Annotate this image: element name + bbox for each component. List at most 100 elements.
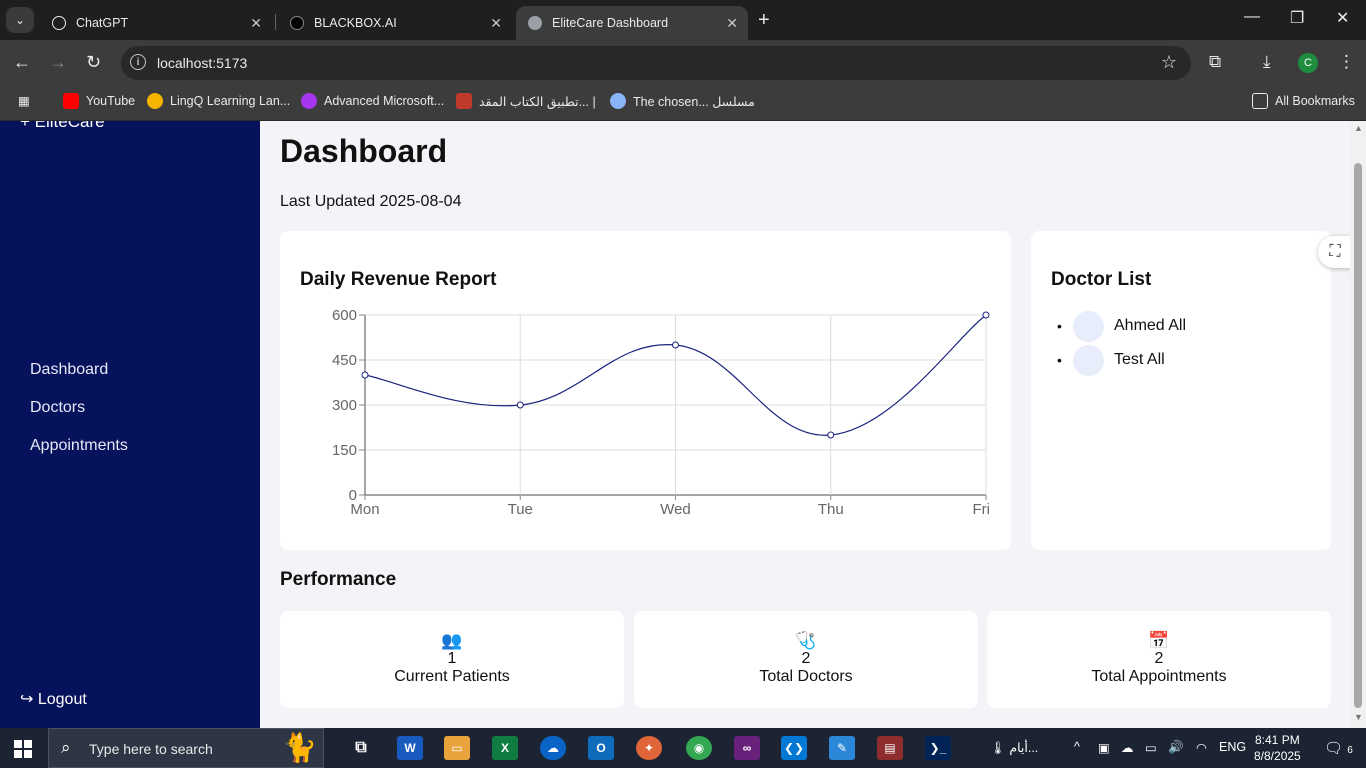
volume-icon[interactable]: 🔊 — [1168, 740, 1184, 754]
winrar-icon[interactable]: ▤ — [877, 736, 903, 760]
screenshot-capture-icon[interactable]: ⛶ — [1318, 236, 1352, 268]
revenue-data-point — [982, 311, 990, 319]
x-tick-label: Tue — [508, 501, 533, 518]
back-button[interactable]: ← — [13, 52, 31, 72]
scroll-down-arrow-icon[interactable]: ▼ — [1354, 712, 1363, 722]
sidebar-item-dashboard[interactable]: Dashboard — [30, 361, 109, 378]
bookmark-youtube[interactable]: YouTube — [63, 93, 135, 109]
stat-card-current-patients: 👥 1 Current Patients — [280, 611, 624, 708]
doctor-list-item[interactable]: Test All — [1057, 343, 1186, 377]
outlook-icon[interactable]: O — [588, 736, 614, 760]
profile-avatar[interactable]: C — [1298, 53, 1318, 73]
vscode-icon[interactable]: ❮❯ — [781, 736, 807, 760]
tab-search-button[interactable]: ⌄ — [6, 7, 34, 33]
stat-card-total-doctors: 🩺 2 Total Doctors — [634, 611, 978, 708]
windows-start-button[interactable] — [14, 740, 32, 758]
scroll-up-arrow-icon[interactable]: ▲ — [1354, 123, 1363, 133]
system-clock[interactable]: 8:41 PM 8/8/2025 — [1254, 732, 1301, 764]
y-tick-label: 450 — [332, 352, 357, 369]
youtube-icon — [63, 93, 79, 109]
x-tick-label: Wed — [660, 501, 691, 518]
sidebar-item-doctors[interactable]: Doctors — [30, 399, 86, 416]
tab-divider — [275, 14, 276, 30]
bookmarks-bar: ▦ YouTube LingQ Learning Lan... Advanced… — [0, 86, 1366, 121]
onedrive-icon[interactable]: ☁ — [540, 736, 566, 760]
battery-icon[interactable]: ▭ — [1145, 741, 1157, 755]
revenue-data-point — [672, 341, 679, 349]
doctor-list-title: Doctor List — [1051, 269, 1152, 290]
chatgpt-icon — [52, 16, 66, 30]
page-scrollbar[interactable]: ▲ ▼ — [1350, 121, 1366, 728]
performance-title: Performance — [280, 569, 397, 590]
tab-blackbox[interactable]: BLACKBOX.AI ✕ — [278, 6, 512, 40]
bookmark-label: تطبيق الكتاب المقد... | — [479, 94, 596, 109]
new-tab-button[interactable]: + — [758, 9, 770, 31]
search-icon: ⌕ — [61, 738, 71, 757]
page-title: Dashboard — [280, 133, 448, 169]
wifi-icon[interactable]: ◠ — [1196, 741, 1207, 755]
bookmark-bible-app[interactable]: تطبيق الكتاب المقد... | — [456, 93, 596, 109]
all-bookmarks-folder[interactable]: All Bookmarks — [1252, 93, 1355, 109]
close-icon[interactable]: ✕ — [726, 15, 738, 31]
show-hidden-icons-chevron-icon[interactable]: ^ — [1074, 740, 1080, 754]
sidebar-item-appointments[interactable]: Appointments — [30, 437, 128, 454]
y-tick-label: 300 — [332, 397, 357, 414]
close-icon[interactable]: ✕ — [250, 15, 262, 31]
restore-button[interactable]: ❐ — [1290, 10, 1305, 27]
extensions-icon[interactable]: ⧉ — [1209, 52, 1222, 71]
excel-icon[interactable]: X — [492, 736, 518, 760]
y-tick-label: 600 — [332, 307, 357, 324]
url-text[interactable]: localhost:5173 — [157, 55, 248, 71]
visual-studio-icon[interactable]: ∞ — [734, 736, 760, 760]
tab-chatgpt[interactable]: ChatGPT ✕ — [40, 6, 272, 40]
main-content: Dashboard Last Updated 2025-08-04 Daily … — [260, 121, 1350, 728]
bookmark-advanced-microsoft[interactable]: Advanced Microsoft... — [301, 93, 444, 109]
bookmark-star-icon[interactable]: ☆ — [1160, 52, 1177, 72]
clock-time: 8:41 PM — [1255, 733, 1300, 747]
last-updated: Last Updated 2025-08-04 — [280, 193, 462, 210]
minimize-button[interactable]: — — [1244, 8, 1260, 25]
meet-now-icon[interactable]: ▣ — [1098, 741, 1110, 755]
weather-widget[interactable]: 🌡 أيام... — [990, 740, 1038, 756]
copilot-icon[interactable]: ✦ — [636, 736, 662, 760]
brand-logo[interactable]: + EliteCare — [20, 121, 105, 131]
doctor-name: Ahmed All — [1114, 317, 1187, 334]
search-highlight-cat-icon: 🐈 — [282, 732, 317, 763]
address-bar[interactable]: i localhost:5173 ☆ — [121, 46, 1191, 80]
bookmark-the-chosen[interactable]: The chosen... مسلسل — [610, 93, 755, 109]
doctor-avatar — [1073, 344, 1104, 376]
apps-grid-icon[interactable]: ▦ — [18, 94, 30, 108]
taskbar-search-box[interactable]: ⌕ Type here to search 🐈 — [48, 728, 324, 768]
browser-toolbar: ← → ↻ i localhost:5173 ☆ ⧉ ⤓ C ⋮ — [0, 40, 1366, 86]
tab-title: BLACKBOX.AI — [314, 16, 397, 30]
language-indicator[interactable]: ENG — [1219, 740, 1247, 754]
calendar-icon: 📅 — [1148, 631, 1170, 650]
doctor-list-item[interactable]: Ahmed All — [1057, 309, 1187, 343]
chrome-icon[interactable]: ◉ — [686, 736, 712, 760]
notification-count: 6 — [1347, 745, 1353, 756]
task-view-icon[interactable]: ⧉ — [355, 739, 367, 756]
revenue-data-point — [361, 371, 369, 379]
scrollbar-thumb[interactable] — [1354, 163, 1362, 708]
bookmark-lingq[interactable]: LingQ Learning Lan... — [147, 93, 290, 109]
paint-icon[interactable]: ✎ — [829, 736, 855, 760]
logout-button[interactable]: ↪ Logout — [20, 689, 87, 709]
close-window-button[interactable]: ✕ — [1336, 10, 1350, 27]
powershell-icon[interactable]: ❯_ — [925, 736, 951, 760]
download-icon[interactable]: ⤓ — [1263, 52, 1271, 71]
notification-center-button[interactable]: 🗨 6 — [1324, 739, 1353, 757]
globe-icon — [610, 93, 626, 109]
tab-elitecare-dashboard[interactable]: EliteCare Dashboard ✕ — [516, 6, 748, 40]
word-icon[interactable]: W — [397, 736, 423, 760]
chart-title: Daily Revenue Report — [300, 269, 497, 290]
close-icon[interactable]: ✕ — [490, 15, 502, 31]
menu-icon[interactable]: ⋮ — [1338, 52, 1355, 71]
reload-button[interactable]: ↻ — [86, 52, 102, 72]
file-explorer-icon[interactable]: ▭ — [444, 736, 470, 760]
onedrive-tray-icon[interactable]: ☁ — [1121, 741, 1134, 755]
forward-button[interactable]: → — [49, 52, 67, 72]
bookmark-label: YouTube — [86, 94, 136, 108]
site-info-icon[interactable]: i — [130, 54, 146, 70]
x-tick-label: Mon — [350, 501, 379, 518]
clock-date: 8/8/2025 — [1254, 749, 1301, 763]
